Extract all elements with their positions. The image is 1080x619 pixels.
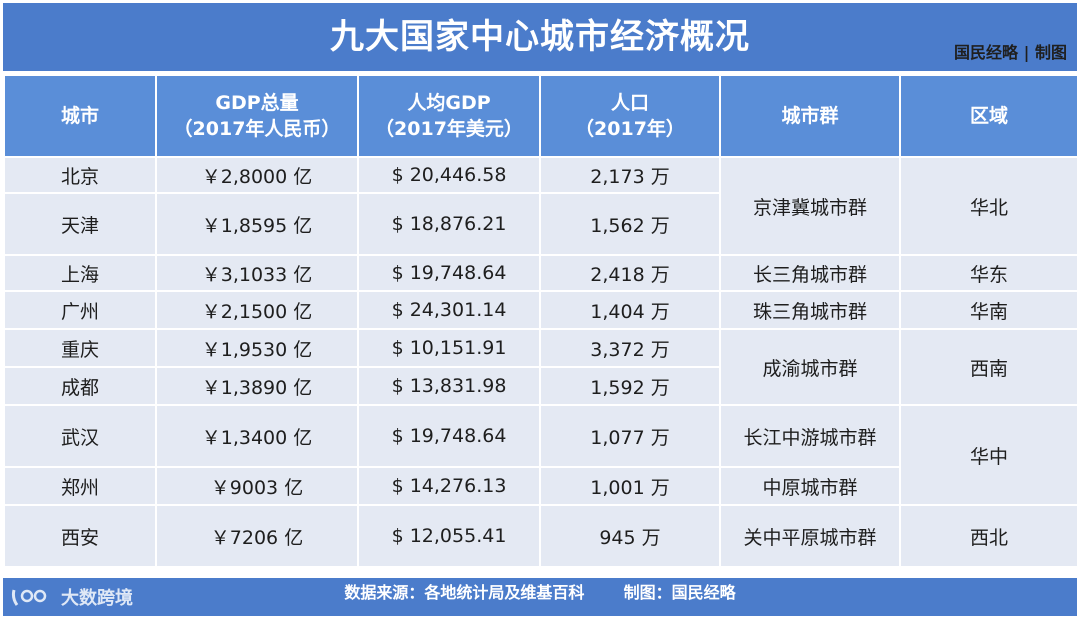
cell-city: 北京: [3, 156, 157, 194]
cell-cluster: 珠三角城市群: [719, 290, 901, 330]
cell-cluster: 中原城市群: [719, 466, 901, 506]
cell-population: 945 万: [539, 504, 721, 568]
cell-gdp: ￥1,3890 亿: [155, 366, 359, 406]
table-row: 广州 ￥2,1500 亿 $ 24,301.14 1,404 万 珠三角城市群 …: [3, 290, 1079, 330]
cell-gdp: ￥2,8000 亿: [155, 156, 359, 194]
cell-city: 上海: [3, 254, 157, 292]
table-row: 上海 ￥3,1033 亿 $ 19,748.64 2,418 万 长三角城市群 …: [3, 254, 1079, 292]
cell-cluster: 关中平原城市群: [719, 504, 901, 568]
cell-per-capita: $ 10,151.91: [357, 328, 541, 368]
cell-region: 华东: [899, 254, 1079, 292]
table-row: 西安 ￥7206 亿 $ 12,055.41 945 万 关中平原城市群 西北: [3, 504, 1079, 568]
cell-region: 华南: [899, 290, 1079, 330]
cell-region: 西北: [899, 504, 1079, 568]
cell-city: 成都: [3, 366, 157, 406]
footer-source: 数据来源：各地统计局及维基百科 制图：国民经略: [3, 578, 1077, 616]
cell-gdp: ￥1,8595 亿: [155, 192, 359, 256]
cell-city: 武汉: [3, 404, 157, 468]
header-city: 城市: [3, 74, 157, 158]
table-row: 武汉 ￥1,3400 亿 $ 19,748.64 1,077 万 长江中游城市群…: [3, 404, 1079, 506]
cell-population: 1,404 万: [539, 290, 721, 330]
table-row: 郑州 ￥9003 亿 $ 14,276.13 1,001 万 中原城市群: [3, 466, 1078, 506]
cell-per-capita: $ 18,876.21: [357, 192, 541, 256]
cell-per-capita: $ 13,831.98: [357, 366, 541, 406]
cell-region: 华北: [899, 156, 1079, 256]
cell-gdp: ￥3,1033 亿: [155, 254, 359, 292]
cell-per-capita: $ 24,301.14: [357, 290, 541, 330]
brand-logo-icon: [11, 589, 47, 606]
cell-cluster: 长三角城市群: [719, 254, 901, 292]
header-cluster: 城市群: [719, 74, 901, 158]
page-title: 九大国家中心城市经济概况: [330, 17, 750, 57]
cell-population: 3,372 万: [539, 328, 721, 368]
cell-population: 1,001 万: [539, 466, 721, 506]
cell-per-capita: $ 20,446.58: [357, 156, 541, 194]
economy-table: 城市 GDP总量 （2017年人民币） 人均GDP （2017年美元） 人口 （201…: [3, 74, 1079, 568]
cell-per-capita: $ 19,748.64: [357, 254, 541, 292]
cell-population: 2,173 万: [539, 156, 721, 194]
table-row: 天津 ￥1,8595 亿 $ 18,876.21 1,562 万: [3, 192, 1078, 256]
cell-population: 1,592 万: [539, 366, 721, 406]
header-gdp: GDP总量 （2017年人民币）: [155, 74, 359, 158]
header-per-capita: 人均GDP （2017年美元）: [357, 74, 541, 158]
table-row: 成都 ￥1,3890 亿 $ 13,831.98 1,592 万: [3, 366, 1078, 406]
cell-population: 1,562 万: [539, 192, 721, 256]
brand-logo: 大数跨境: [11, 584, 133, 610]
cell-city: 西安: [3, 504, 157, 568]
cell-city: 天津: [3, 192, 157, 256]
table-header-row: 城市 GDP总量 （2017年人民币） 人均GDP （2017年美元） 人口 （201…: [3, 74, 1079, 158]
table-row: 北京 ￥2,8000 亿 $ 20,446.58 2,173 万 京津冀城市群 …: [3, 156, 1079, 256]
cell-region: 华中: [899, 404, 1079, 506]
cell-city: 郑州: [3, 466, 157, 506]
cell-population: 1,077 万: [539, 404, 721, 468]
cell-per-capita: $ 19,748.64: [357, 404, 541, 468]
made-by-note: 制图：国民经略: [623, 583, 736, 602]
cell-per-capita: $ 14,276.13: [357, 466, 541, 506]
source-note: 数据来源：各地统计局及维基百科: [344, 583, 585, 602]
cell-gdp: ￥1,3400 亿: [155, 404, 359, 468]
cell-gdp: ￥1,9530 亿: [155, 328, 359, 368]
cell-city: 广州: [3, 290, 157, 330]
table-row: 重庆 ￥1,9530 亿 $ 10,151.91 3,372 万 成渝城市群 西…: [3, 328, 1079, 406]
brand-logo-text: 大数跨境: [61, 588, 133, 609]
cell-population: 2,418 万: [539, 254, 721, 292]
cell-per-capita: $ 12,055.41: [357, 504, 541, 568]
cell-cluster: 成渝城市群: [719, 328, 901, 406]
cell-gdp: ￥9003 亿: [155, 466, 359, 506]
cell-region: 西南: [899, 328, 1079, 406]
header-region: 区域: [899, 74, 1079, 158]
cell-gdp: ￥7206 亿: [155, 504, 359, 568]
footer-bar: 大数跨境 数据来源：各地统计局及维基百科 制图：国民经略: [3, 578, 1077, 616]
cell-city: 重庆: [3, 328, 157, 368]
cell-cluster: 京津冀城市群: [719, 156, 901, 256]
credit-label: 国民经略 | 制图: [954, 43, 1067, 62]
cell-cluster: 长江中游城市群: [719, 404, 901, 468]
cell-gdp: ￥2,1500 亿: [155, 290, 359, 330]
header-population: 人口 （2017年）: [539, 74, 721, 158]
title-bar: 九大国家中心城市经济概况 国民经略 | 制图: [3, 3, 1077, 71]
